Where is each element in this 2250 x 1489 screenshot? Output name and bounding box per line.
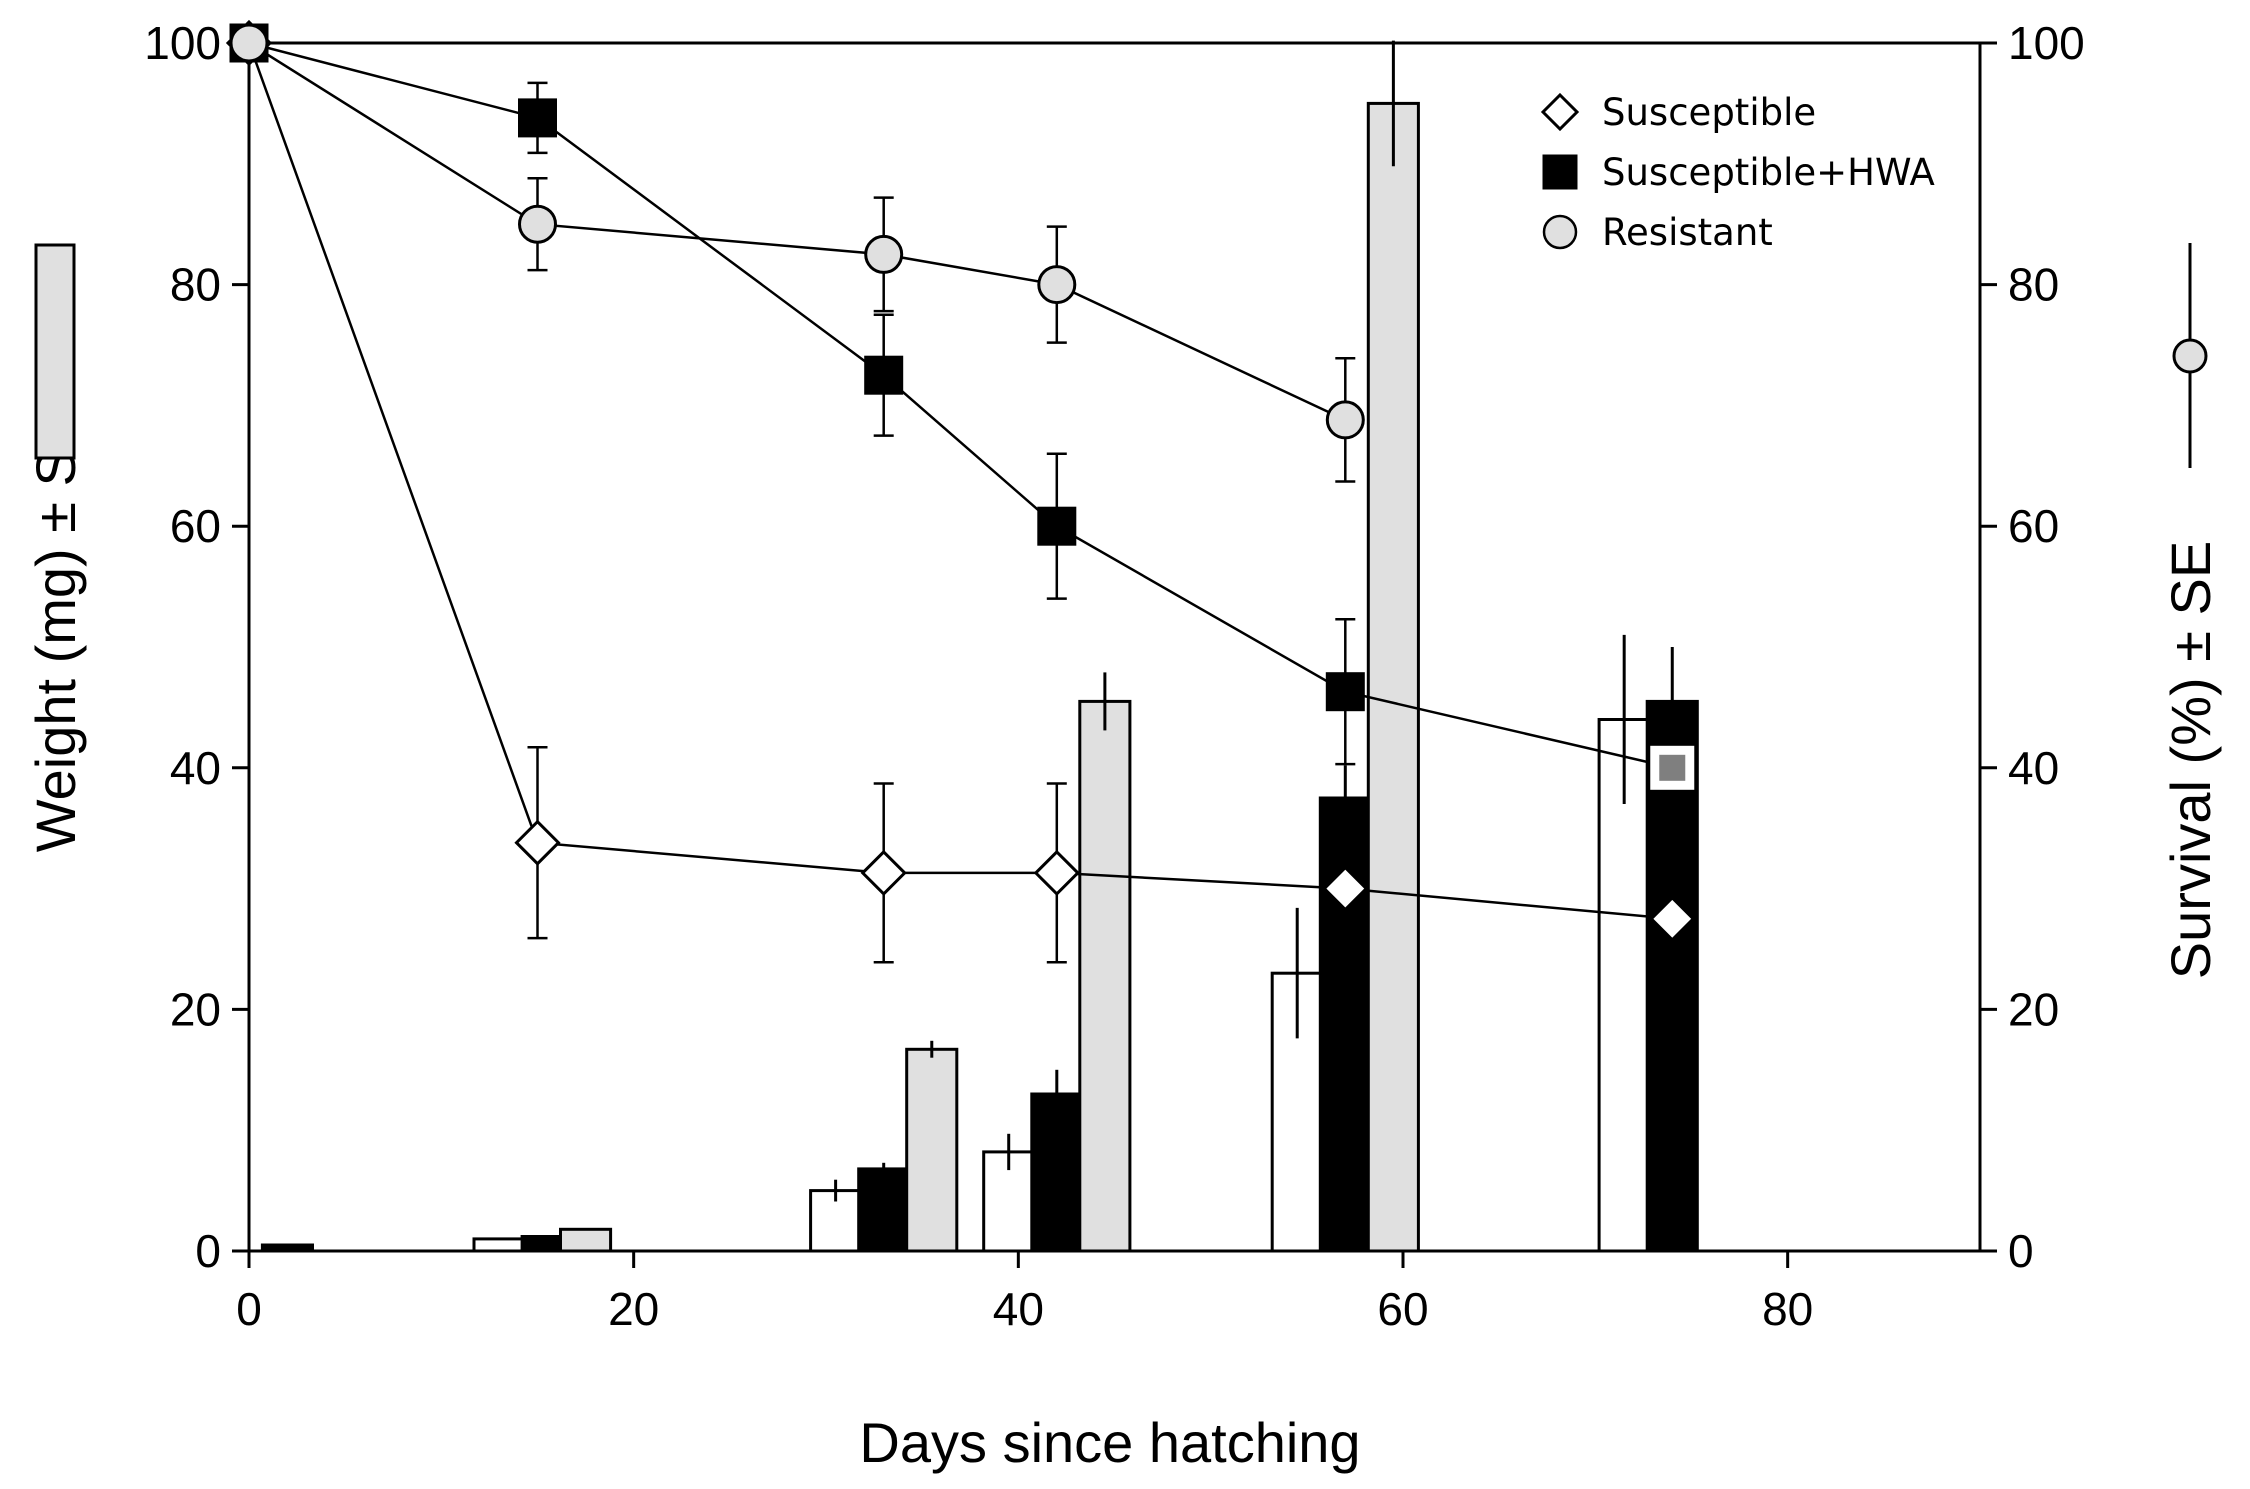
x-tick-label-20: 20 — [608, 1283, 659, 1335]
bar-resistant-day-35.5 — [905, 1047, 959, 1253]
x-tick-label-40: 40 — [993, 1283, 1044, 1335]
marker-susceptible-hwa-42 — [1037, 506, 1077, 546]
legend-label-susceptible: Susceptible — [1602, 91, 1816, 134]
legend-symbol-resistant — [1542, 214, 1578, 250]
survival-markers — [225, 19, 1696, 942]
bar-resistant-day-17.5 — [559, 1227, 613, 1253]
y-right-tick-label-0: 0 — [2008, 1225, 2034, 1277]
bar-resistant-day-44.5 — [1078, 699, 1132, 1253]
weight-bars — [260, 40, 1699, 1253]
bar-susceptible-hwa-day-33 — [857, 1167, 911, 1253]
y-left-tick-label-20: 20 — [170, 983, 221, 1035]
x-tick-label-0: 0 — [236, 1283, 262, 1335]
marker-susceptible-hwa-33 — [864, 355, 904, 395]
bar-susceptible-day-13 — [472, 1237, 526, 1253]
y-left-tick-label-40: 40 — [170, 742, 221, 794]
marker-resistant-33 — [864, 234, 904, 274]
x-tick-label-60: 60 — [1377, 1283, 1428, 1335]
survival-line-key — [2172, 243, 2208, 468]
y-left-tick-label-0: 0 — [195, 1225, 221, 1277]
marker-resistant-0 — [229, 23, 269, 63]
legend: Susceptible Susceptible+HWA Resistant — [1540, 91, 1935, 254]
y-right-tick-label-80: 80 — [2008, 259, 2059, 311]
line-susceptible-hwa — [248, 41, 1673, 770]
survival-lines — [247, 41, 1673, 964]
y-left-tick-label-60: 60 — [170, 500, 221, 552]
marker-resistant-42 — [1037, 265, 1077, 305]
marker-susceptible-33 — [860, 849, 907, 897]
marker-resistant-15 — [518, 204, 557, 244]
y-axis-right-title: Survival (%) ± SE — [2159, 541, 2222, 979]
legend-symbol-susceptible-hwa — [1542, 154, 1578, 190]
y-right-tick-label-40: 40 — [2008, 742, 2059, 794]
line-susceptible — [247, 42, 1673, 921]
marker-susceptible-42 — [1033, 849, 1080, 897]
marker-susceptible-57 — [1322, 865, 1369, 912]
legend-label-susceptible-hwa: Susceptible+HWA — [1602, 151, 1935, 194]
legend-symbol-susceptible — [1540, 92, 1580, 132]
y-left-tick-label-80: 80 — [170, 259, 221, 311]
y-right-tick-label-20: 20 — [2008, 983, 2059, 1035]
marker-resistant-57 — [1325, 400, 1365, 440]
bar-resistant-day-59.5 — [1366, 101, 1420, 1253]
x-axis-title: Days since hatching — [859, 1411, 1360, 1474]
marker-susceptible-hwa-15 — [518, 98, 557, 138]
marker-susceptible-74 — [1649, 895, 1696, 942]
y-right-tick-label-60: 60 — [2008, 500, 2059, 552]
marker-susceptible-hwa-74 — [1659, 754, 1686, 781]
y-axis-left-title: Weight (mg) ± SE — [24, 412, 87, 852]
y-right-tick-label-100: 100 — [2008, 17, 2085, 69]
y-left-tick-label-100: 100 — [144, 17, 221, 69]
x-tick-label-80: 80 — [1762, 1283, 1813, 1335]
marker-susceptible-hwa-57 — [1325, 672, 1365, 712]
weight-bar-key — [34, 243, 76, 460]
legend-label-resistant: Resistant — [1602, 211, 1773, 254]
marker-susceptible-15 — [514, 819, 561, 866]
line-resistant — [248, 41, 1346, 422]
